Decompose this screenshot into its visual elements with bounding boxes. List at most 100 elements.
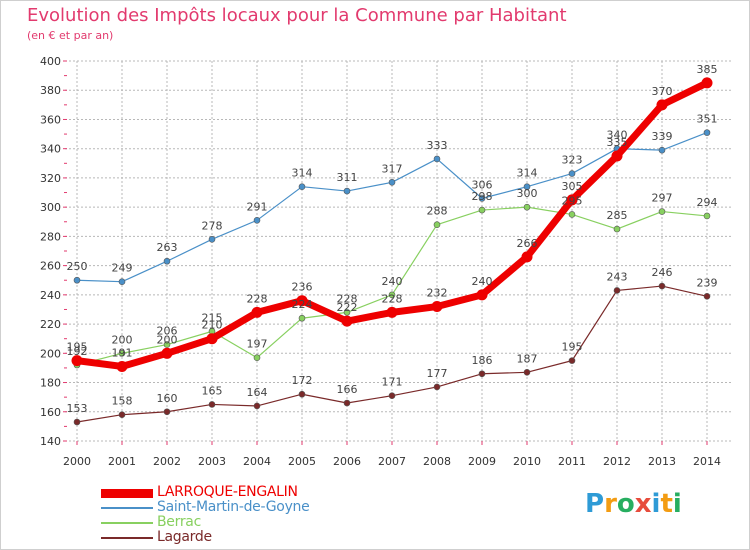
logo-letter: r xyxy=(604,489,617,519)
x-tick-label: 2014 xyxy=(693,455,721,468)
data-point-saint-martin-de-goyne xyxy=(433,155,441,163)
data-point-larroque-engalin xyxy=(656,99,668,111)
x-tick-label: 2003 xyxy=(198,455,226,468)
data-point-larroque-engalin xyxy=(116,360,128,372)
chart-title: Evolution des Impôts locaux pour la Comm… xyxy=(27,5,567,26)
data-label-berrac: 200 xyxy=(112,333,133,346)
data-label-lagarde: 177 xyxy=(427,367,448,380)
data-point-lagarde xyxy=(208,401,216,408)
data-label-larroque-engalin: 370 xyxy=(652,85,673,98)
logo-letter: o xyxy=(616,489,635,519)
data-label-saint-martin-de-goyne: 351 xyxy=(697,113,718,126)
x-tick-label: 2006 xyxy=(333,455,361,468)
data-label-saint-martin-de-goyne: 340 xyxy=(607,129,628,142)
data-label-berrac: 294 xyxy=(697,196,718,209)
data-label-lagarde: 158 xyxy=(112,395,133,408)
data-point-lagarde xyxy=(298,390,306,398)
legend-swatch xyxy=(101,507,153,509)
data-point-saint-martin-de-goyne xyxy=(568,170,576,177)
data-label-lagarde: 153 xyxy=(67,402,88,415)
data-label-saint-martin-de-goyne: 291 xyxy=(247,200,268,213)
data-point-saint-martin-de-goyne xyxy=(703,129,711,136)
data-label-larroque-engalin: 236 xyxy=(292,281,313,294)
data-point-berrac xyxy=(613,225,621,233)
data-label-lagarde: 239 xyxy=(697,276,718,289)
legend-label: LARROQUE-ENGALIN xyxy=(157,484,298,500)
data-point-berrac xyxy=(118,350,126,357)
data-label-berrac: 240 xyxy=(382,275,403,288)
x-tick-label: 2011 xyxy=(558,455,586,468)
legend-label: Lagarde xyxy=(157,529,212,545)
proxiti-logo: Proxiti xyxy=(585,489,682,519)
data-label-larroque-engalin: 232 xyxy=(427,287,448,300)
data-point-berrac xyxy=(523,203,531,211)
data-point-lagarde xyxy=(253,402,261,410)
data-label-saint-martin-de-goyne: 263 xyxy=(157,241,178,254)
data-label-berrac: 206 xyxy=(157,325,178,338)
data-point-berrac xyxy=(658,208,666,215)
x-tick-label: 2005 xyxy=(288,455,316,468)
data-point-berrac xyxy=(343,309,351,316)
data-label-saint-martin-de-goyne: 339 xyxy=(652,130,673,143)
legend-label: Saint-Martin-de-Goyne xyxy=(157,499,310,515)
x-tick-label: 2000 xyxy=(63,455,91,468)
data-label-saint-martin-de-goyne: 314 xyxy=(517,167,538,180)
data-label-larroque-engalin: 240 xyxy=(472,275,493,288)
data-point-saint-martin-de-goyne xyxy=(388,179,396,186)
x-tick-label: 2012 xyxy=(603,455,631,468)
data-label-larroque-engalin: 195 xyxy=(67,341,88,354)
data-label-lagarde: 243 xyxy=(607,270,628,283)
data-point-larroque-engalin xyxy=(611,150,623,162)
y-tick-label: 280 xyxy=(40,230,61,243)
y-tick-label: 140 xyxy=(40,435,61,448)
data-label-berrac: 285 xyxy=(607,209,628,222)
data-label-lagarde: 172 xyxy=(292,374,313,387)
legend-swatch xyxy=(101,522,153,524)
x-tick-label: 2013 xyxy=(648,455,676,468)
data-point-lagarde xyxy=(163,408,171,416)
data-point-saint-martin-de-goyne xyxy=(118,278,126,285)
data-label-berrac: 197 xyxy=(247,338,268,351)
data-point-larroque-engalin xyxy=(251,306,263,318)
data-label-larroque-engalin: 266 xyxy=(517,237,538,250)
y-tick-label: 400 xyxy=(40,55,61,68)
data-point-lagarde xyxy=(118,411,126,418)
data-point-larroque-engalin xyxy=(341,315,353,327)
data-label-berrac: 192 xyxy=(67,345,88,358)
logo-letter: P xyxy=(585,489,605,519)
data-label-lagarde: 187 xyxy=(517,352,538,365)
data-point-larroque-engalin xyxy=(566,194,578,206)
data-point-berrac xyxy=(298,314,306,322)
data-label-lagarde: 195 xyxy=(562,341,583,354)
data-point-lagarde xyxy=(568,357,576,364)
data-point-larroque-engalin xyxy=(521,251,533,263)
data-point-saint-martin-de-goyne xyxy=(208,236,216,243)
data-point-larroque-engalin xyxy=(476,289,488,301)
x-tick-label: 2009 xyxy=(468,455,496,468)
y-tick-label: 320 xyxy=(40,172,61,185)
logo-letter: x xyxy=(634,489,652,519)
data-label-lagarde: 186 xyxy=(472,354,493,367)
x-tick-label: 2001 xyxy=(108,455,136,468)
data-point-lagarde xyxy=(703,293,711,300)
data-point-larroque-engalin xyxy=(71,355,83,367)
y-tick-label: 380 xyxy=(40,84,61,97)
data-label-lagarde: 164 xyxy=(247,386,268,399)
data-label-saint-martin-de-goyne: 323 xyxy=(562,154,583,167)
y-tick-label: 220 xyxy=(40,318,61,331)
data-point-larroque-engalin xyxy=(296,295,308,307)
x-tick-label: 2002 xyxy=(153,455,181,468)
data-point-lagarde xyxy=(658,282,666,290)
y-tick-label: 200 xyxy=(40,347,61,360)
data-point-larroque-engalin xyxy=(161,347,173,359)
data-point-larroque-engalin xyxy=(206,333,218,345)
data-label-lagarde: 165 xyxy=(202,384,223,397)
x-tick-label: 2004 xyxy=(243,455,271,468)
legend-label: Berrac xyxy=(157,514,201,530)
data-label-berrac: 224 xyxy=(292,298,313,311)
data-label-saint-martin-de-goyne: 306 xyxy=(472,178,493,191)
data-point-saint-martin-de-goyne xyxy=(658,146,666,154)
data-point-larroque-engalin xyxy=(701,77,713,89)
data-label-lagarde: 166 xyxy=(337,383,358,396)
data-label-larroque-engalin: 210 xyxy=(202,319,223,332)
